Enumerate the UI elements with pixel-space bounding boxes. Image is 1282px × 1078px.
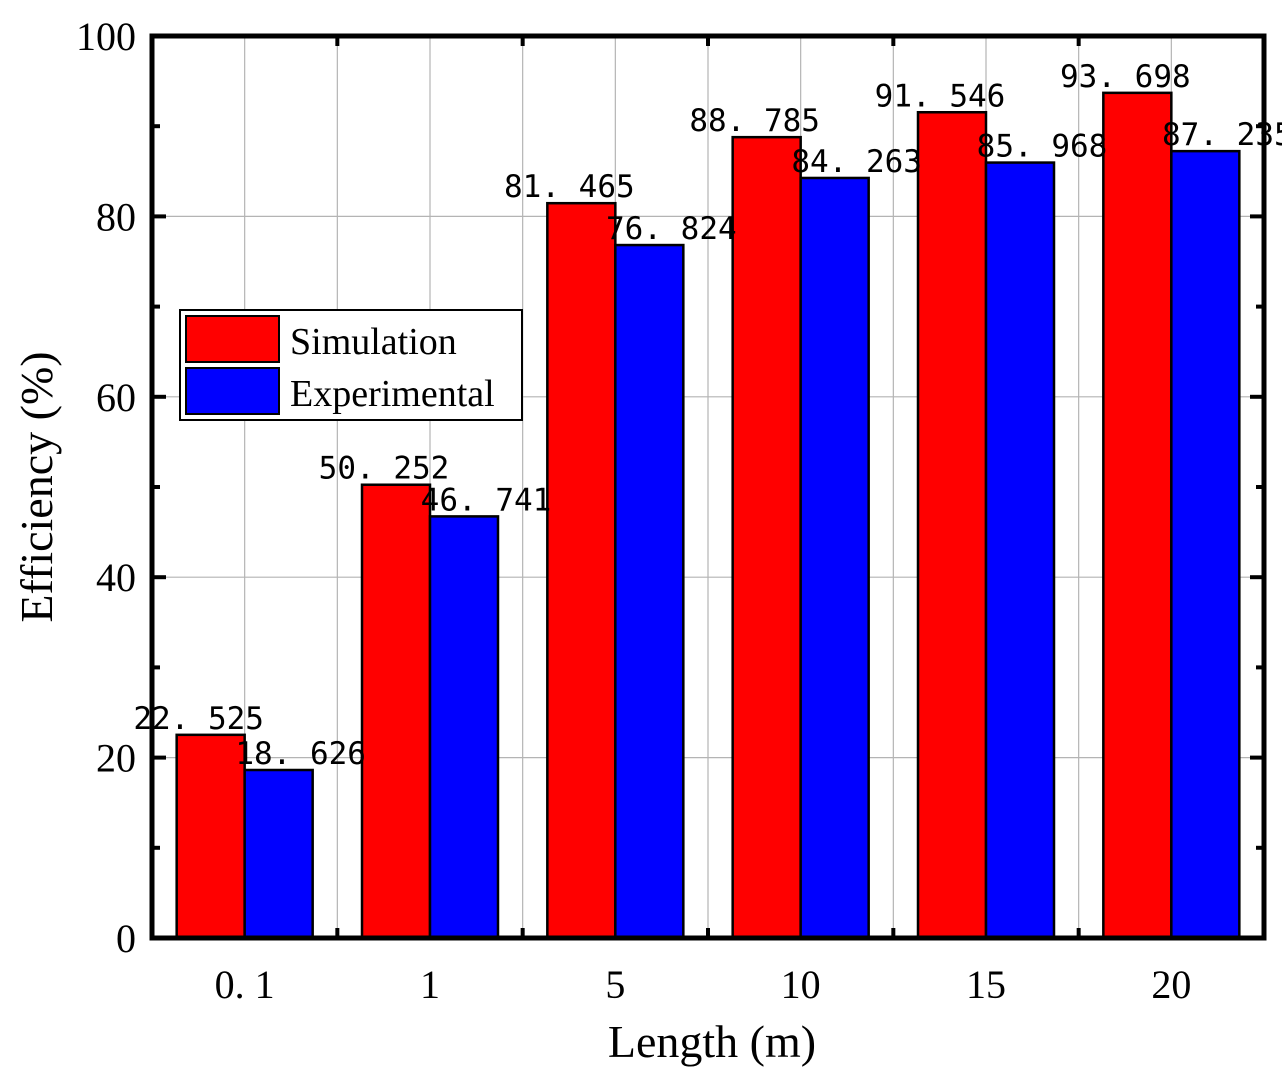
data-label-simulation-4: 91. 546 <box>875 78 1006 114</box>
x-tick-label: 20 <box>1151 962 1191 1007</box>
y-tick-label: 20 <box>96 736 136 781</box>
data-label-simulation-0: 22. 525 <box>133 701 264 737</box>
bar-simulation-2 <box>546 201 617 940</box>
x-tick-label: 15 <box>966 962 1006 1007</box>
y-tick-label: 60 <box>96 375 136 420</box>
legend-label-simulation: Simulation <box>290 321 457 363</box>
bar-simulation-1 <box>360 483 432 940</box>
bar-experimental-2 <box>614 243 685 940</box>
data-label-experimental-3: 84. 263 <box>791 144 922 180</box>
bars <box>175 91 1241 940</box>
bar-experimental-1 <box>428 515 500 940</box>
data-label-experimental-2: 76. 824 <box>606 211 737 247</box>
bar-experimental-3 <box>799 176 870 940</box>
bar-experimental-4 <box>984 161 1056 940</box>
data-label-experimental-4: 85. 968 <box>977 129 1108 165</box>
x-tick-label: 0. 1 <box>215 962 275 1007</box>
bar-simulation-3 <box>731 135 802 940</box>
grid-lines <box>152 36 1264 938</box>
data-label-simulation-3: 88. 785 <box>689 103 820 139</box>
data-label-simulation-2: 81. 465 <box>504 169 635 205</box>
bar-simulation-5 <box>1102 91 1173 940</box>
data-label-experimental-5: 87. 235 <box>1162 117 1282 153</box>
bar-simulation-0 <box>175 733 246 940</box>
legend-swatch-experimental <box>185 367 280 415</box>
data-label-simulation-5: 93. 698 <box>1060 59 1191 95</box>
y-tick-label: 0 <box>116 916 136 961</box>
axis-ticks <box>150 34 1266 940</box>
legend-label-experimental: Experimental <box>290 373 495 415</box>
legend: Simulation Experimental <box>179 309 523 421</box>
x-tick-label: 5 <box>605 962 625 1007</box>
y-tick-label: 80 <box>96 194 136 239</box>
x-tick-label: 1 <box>420 962 440 1007</box>
y-tick-label: 40 <box>96 555 136 600</box>
data-label-experimental-1: 46. 741 <box>421 482 552 518</box>
data-label-simulation-1: 50. 252 <box>319 451 450 487</box>
bar-experimental-0 <box>243 768 314 940</box>
x-axis-title: Length (m) <box>608 1016 816 1067</box>
x-tick-label: 10 <box>781 962 821 1007</box>
bar-experimental-5 <box>1170 149 1241 940</box>
y-tick-label: 100 <box>76 14 136 59</box>
bar-simulation-4 <box>916 111 988 940</box>
data-label-experimental-0: 18. 626 <box>235 736 366 772</box>
y-axis-title: Efficiency (%) <box>11 351 62 622</box>
legend-swatch-simulation <box>185 315 280 363</box>
